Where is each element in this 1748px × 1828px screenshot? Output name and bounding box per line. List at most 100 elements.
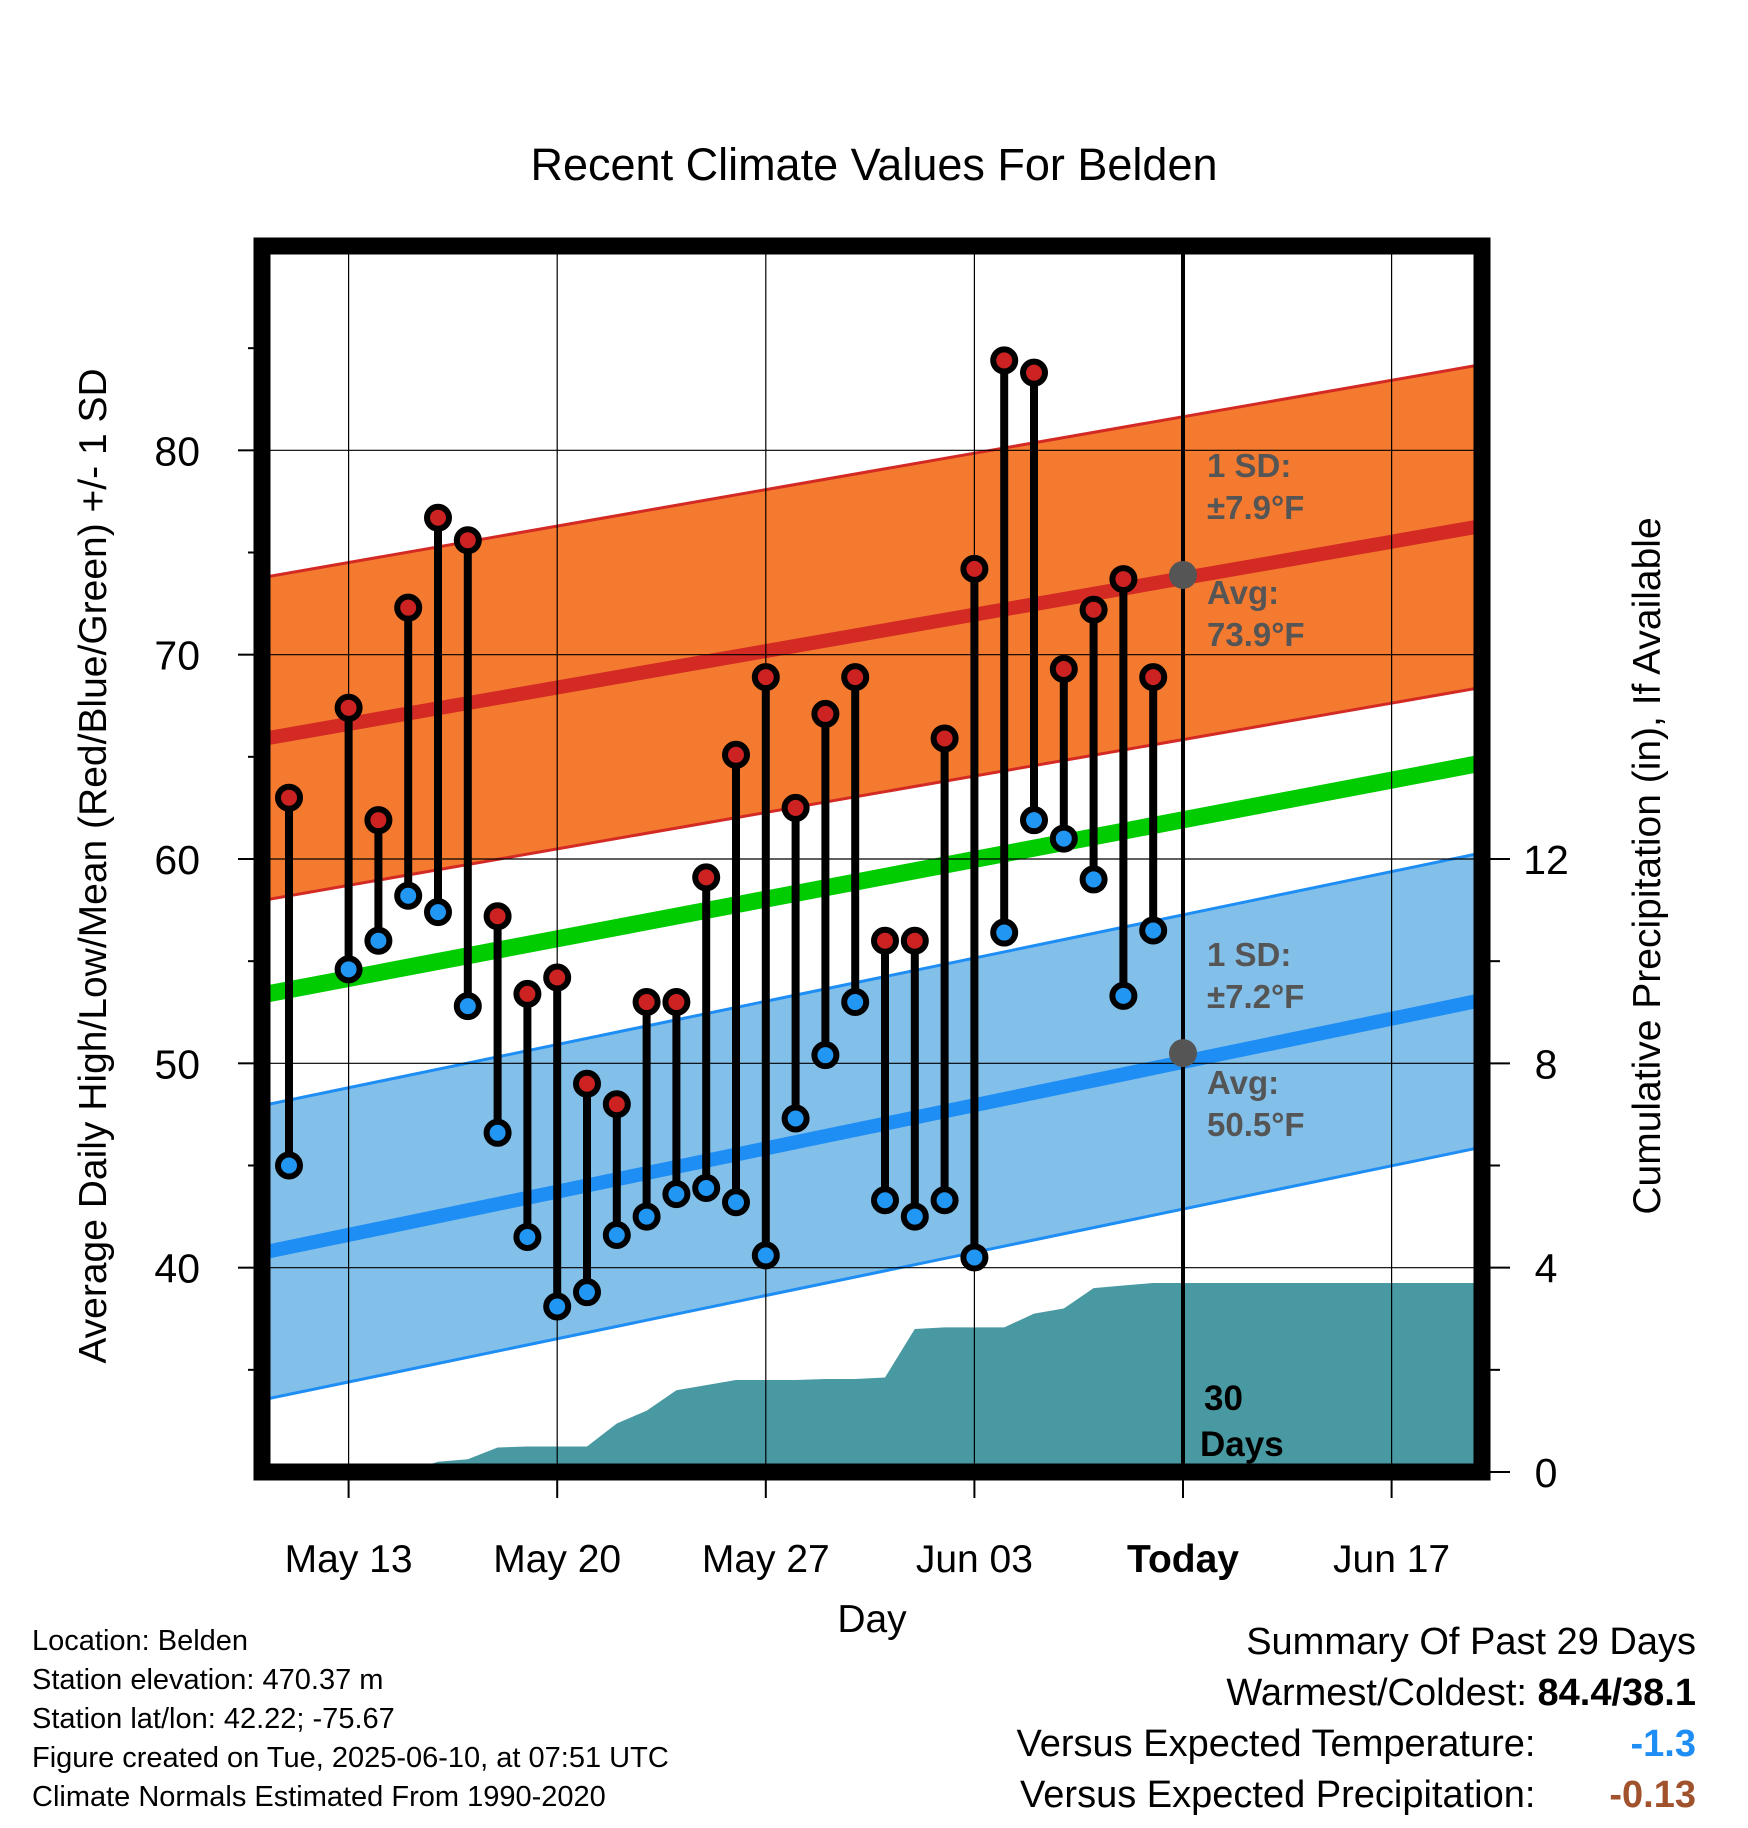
obs-low-dot-21 — [900, 1202, 929, 1231]
today-days-label-line-0: 30 — [1204, 1379, 1243, 1418]
y-tick-label-50: 50 — [154, 1041, 200, 1087]
summary-title: Summary Of Past 29 Days — [1246, 1621, 1696, 1663]
latlon-text: Station lat/lon: 42.22; -75.67 — [32, 1703, 395, 1735]
x-tick-label-0: May 13 — [285, 1538, 413, 1581]
obs-low-dot-24 — [990, 918, 1019, 947]
low-avg-annotation-line-1: 50.5°F — [1207, 1106, 1305, 1143]
y-tick-label-60: 60 — [154, 837, 200, 883]
high-sd-annotation: 1 SD: ±7.9°F — [1207, 447, 1304, 526]
obs-high-dot-13 — [662, 988, 691, 1017]
y2-tick-label-0: 0 — [1535, 1450, 1558, 1496]
obs-low-dot-14 — [692, 1173, 721, 1202]
obs-high-dot-18 — [811, 699, 840, 728]
obs-high-dot-23 — [960, 554, 989, 583]
high-sd-annotation-line-0: 1 SD: — [1207, 447, 1291, 484]
created-text: Figure created on Tue, 2025-06-10, at 07… — [32, 1742, 669, 1774]
temp-departure-value: -1.3 — [1630, 1723, 1696, 1765]
obs-high-dot-3 — [364, 806, 393, 835]
elevation-text: Station elevation: 470.37 m — [32, 1664, 384, 1696]
y2-tick-label-12: 12 — [1523, 837, 1569, 883]
x-axis-label: Day — [837, 1598, 907, 1641]
obs-low-dot-28 — [1109, 981, 1138, 1010]
obs-low-dot-10 — [573, 1278, 601, 1307]
y2-axis-label: Cumulative Precipitation (in), If Availa… — [1626, 517, 1669, 1214]
station-info: Location: Belden Station elevation: 470.… — [32, 1622, 669, 1817]
warmest-coldest-value: 84.4/38.1 — [1537, 1672, 1696, 1714]
obs-high-dot-4 — [394, 593, 423, 622]
plot-frame — [253, 237, 1491, 1481]
x-tick-label-4: Today — [1127, 1538, 1239, 1581]
obs-high-dot-25 — [1020, 358, 1048, 387]
today-days-label: 30 Days — [1200, 1379, 1284, 1464]
y2-tick-label-4: 4 — [1535, 1246, 1558, 1292]
obs-high-dot-21 — [900, 926, 929, 955]
y-tick-label-40: 40 — [154, 1246, 200, 1292]
low-sd-band-lower — [262, 1145, 1482, 1402]
low-sd-annotation: 1 SD: ±7.2°F — [1207, 936, 1304, 1015]
obs-high-dot-14 — [692, 863, 721, 892]
obs-low-dot-20 — [871, 1186, 899, 1215]
obs-high-dot-11 — [602, 1090, 631, 1119]
precip-departure-value: -0.13 — [1609, 1774, 1696, 1816]
y-tick-label-70: 70 — [154, 633, 200, 679]
temp-departure-label: Versus Expected Temperature: — [1016, 1723, 1536, 1765]
y2-tick-label-8: 8 — [1535, 1041, 1558, 1087]
obs-low-dot-6 — [453, 992, 482, 1021]
y-axis-label: Average Daily High/Low/Mean (Red/Blue/Gr… — [72, 368, 115, 1363]
obs-high-dot-12 — [632, 988, 661, 1017]
obs-low-dot-13 — [662, 1180, 691, 1209]
obs-low-dot-15 — [722, 1188, 750, 1217]
obs-low-dot-2 — [334, 955, 363, 984]
obs-low-dot-16 — [751, 1241, 780, 1270]
obs-low-dot-29 — [1139, 916, 1168, 945]
obs-low-dot-4 — [394, 881, 423, 910]
obs-high-dot-5 — [424, 503, 452, 532]
obs-low-dot-3 — [364, 926, 393, 955]
x-tick-label-1: May 20 — [493, 1538, 621, 1581]
obs-low-dot-9 — [543, 1292, 572, 1321]
obs-low-dot-5 — [424, 898, 452, 927]
obs-high-dot-0 — [275, 783, 303, 812]
obs-high-dot-24 — [990, 346, 1019, 375]
high-avg-annotation: Avg: 73.9°F — [1207, 574, 1305, 653]
obs-low-dot-17 — [781, 1104, 810, 1133]
obs-high-dot-7 — [483, 902, 512, 931]
obs-high-dot-17 — [781, 793, 810, 822]
obs-high-dot-22 — [930, 724, 959, 753]
obs-low-dot-23 — [960, 1243, 989, 1272]
warmest-coldest-label: Warmest/Coldest: — [1226, 1672, 1527, 1714]
obs-low-dot-11 — [602, 1220, 631, 1249]
obs-low-dot-12 — [632, 1202, 661, 1231]
today-days-label-line-1: Days — [1200, 1425, 1284, 1464]
precip-departure-row: Versus Expected Precipitation: -0.13 — [1017, 1770, 1696, 1821]
normals-text: Climate Normals Estimated From 1990-2020 — [32, 1781, 606, 1813]
obs-low-dot-26 — [1049, 824, 1078, 853]
low-sd-annotation-line-0: 1 SD: — [1207, 936, 1291, 973]
today-avg-high-marker — [1169, 560, 1197, 589]
low-sd-annotation-line-1: ±7.2°F — [1207, 978, 1304, 1015]
today-avg-low-marker — [1169, 1039, 1197, 1068]
obs-high-dot-19 — [841, 663, 870, 692]
low-avg-annotation-line-0: Avg: — [1207, 1064, 1279, 1101]
obs-low-dot-27 — [1079, 865, 1108, 894]
x-tick-label-5: Jun 17 — [1333, 1538, 1450, 1581]
high-sd-annotation-line-1: ±7.9°F — [1207, 489, 1304, 526]
obs-high-dot-20 — [871, 926, 899, 955]
obs-high-dot-26 — [1049, 654, 1078, 683]
plot-area: 1 SD: ±7.9°F Avg: 73.9°F 1 SD: ±7.2°F Avg: 50.5… — [262, 246, 1482, 1472]
high-avg-annotation-line-0: Avg: — [1207, 574, 1279, 611]
precip-departure-label: Versus Expected Precipitation: — [1020, 1774, 1536, 1816]
obs-low-dot-19 — [841, 988, 870, 1017]
obs-high-dot-28 — [1109, 565, 1138, 594]
obs-high-dot-15 — [722, 740, 750, 769]
obs-high-dot-2 — [334, 693, 363, 722]
obs-high-dot-16 — [751, 663, 780, 692]
chart-title: Recent Climate Values For Belden — [531, 139, 1218, 190]
x-tick-label-2: May 27 — [702, 1538, 830, 1581]
obs-high-dot-8 — [513, 979, 542, 1008]
temp-departure-row: Versus Expected Temperature: -1.3 — [1017, 1719, 1696, 1770]
obs-low-dot-7 — [483, 1118, 512, 1147]
obs-low-dot-18 — [811, 1041, 840, 1070]
obs-low-dot-25 — [1020, 806, 1048, 835]
